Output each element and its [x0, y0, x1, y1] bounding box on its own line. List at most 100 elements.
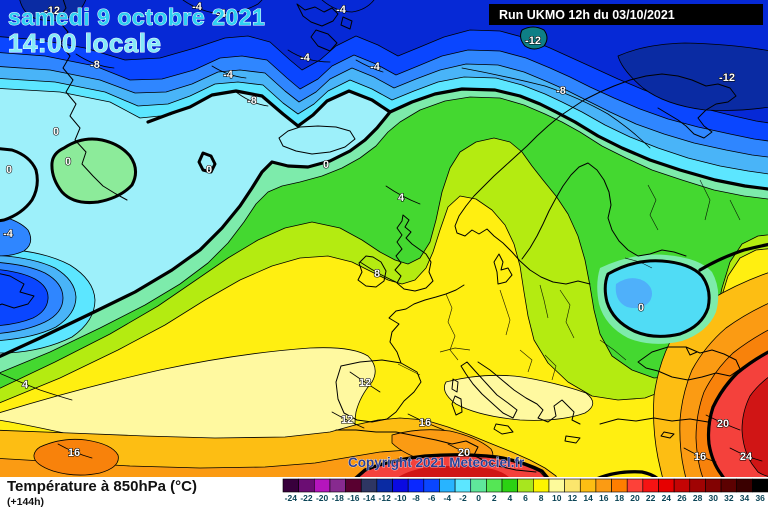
- scale-swatch-16: [596, 479, 612, 492]
- scale-swatch--6: [424, 479, 440, 492]
- isotherm-label-0: 0: [6, 164, 12, 176]
- isotherm-label--12: -12: [525, 35, 541, 47]
- scale-swatch--8: [408, 479, 424, 492]
- isotherm-label-12: 12: [341, 414, 353, 426]
- scale-value-0: 0: [476, 493, 481, 503]
- isotherm-label--8: -8: [247, 95, 257, 107]
- isotherm-label--4: -4: [370, 61, 381, 73]
- isotherm-label-24: 24: [740, 451, 753, 463]
- scale-value-18: 18: [615, 493, 625, 503]
- isotherm-label--4: -4: [336, 4, 347, 16]
- scale-swatch--2: [455, 479, 471, 492]
- isotherm-label-4: 4: [22, 379, 29, 391]
- isotherm-label--12: -12: [719, 72, 735, 84]
- scale-swatch--20: [314, 479, 330, 492]
- isotherm-label-20: 20: [717, 418, 729, 430]
- run-info-text: Run UKMO 12h du 03/10/2021: [499, 8, 675, 22]
- scale-value-28: 28: [693, 493, 703, 503]
- scale-swatch-22: [643, 479, 659, 492]
- scale-value-26: 26: [677, 493, 687, 503]
- isotherm-label-16: 16: [694, 451, 706, 463]
- date-text: samedi 9 octobre 2021: [8, 4, 265, 30]
- scale-swatch-20: [627, 479, 643, 492]
- scale-value-16: 16: [599, 493, 609, 503]
- scale-value-14: 14: [583, 493, 593, 503]
- scale-swatch-8: [533, 479, 549, 492]
- scale-value--16: -16: [347, 493, 360, 503]
- scale-swatch-36: [752, 479, 768, 492]
- isotherm-label--4: -4: [223, 69, 234, 81]
- scale-value--2: -2: [459, 493, 467, 503]
- scale-value--20: -20: [316, 493, 329, 503]
- scale-swatch--12: [377, 479, 393, 492]
- isotherm-label-0: 0: [323, 159, 329, 171]
- scale-swatch-26: [674, 479, 690, 492]
- scale-value-8: 8: [539, 493, 544, 503]
- scale-value--22: -22: [300, 493, 313, 503]
- scale-swatch--10: [393, 479, 409, 492]
- time-text: 14:00 locale: [8, 28, 161, 58]
- scale-value--24: -24: [285, 493, 298, 503]
- scale-value--14: -14: [363, 493, 376, 503]
- isotherm-label--8: -8: [90, 59, 100, 71]
- scale-value-32: 32: [724, 493, 734, 503]
- copyright-text: Copyright 2021 Meteociel.fr: [348, 455, 525, 470]
- legend-title: Température à 850hPa (°C): [7, 478, 197, 495]
- isotherm-label-0: 0: [53, 126, 59, 138]
- scale-value-12: 12: [568, 493, 578, 503]
- scale-swatch-12: [565, 479, 581, 492]
- scale-value-10: 10: [552, 493, 562, 503]
- isotherm-label-12: 12: [359, 377, 371, 389]
- scale-value--10: -10: [394, 493, 407, 503]
- scale-value-24: 24: [662, 493, 672, 503]
- scale-value-36: 36: [755, 493, 765, 503]
- forecast-hour: (+144h): [7, 496, 44, 508]
- scale-value-30: 30: [709, 493, 719, 503]
- isotherm-label-16: 16: [68, 447, 80, 459]
- isotherm-label--8: -8: [556, 85, 566, 97]
- isotherm-label--4: -4: [300, 52, 311, 64]
- isotherm-label-16: 16: [419, 417, 431, 429]
- scale-swatch-2: [486, 479, 502, 492]
- scale-value-2: 2: [492, 493, 497, 503]
- scale-swatch-10: [549, 479, 565, 492]
- scale-swatch-4: [502, 479, 518, 492]
- scale-swatch--14: [361, 479, 377, 492]
- scale-swatch--4: [439, 479, 455, 492]
- scale-value--4: -4: [443, 493, 451, 503]
- scale-swatch--24: [283, 479, 299, 492]
- isotherm-label-0: 0: [206, 164, 212, 176]
- isotherm-label--4: -4: [3, 228, 14, 240]
- scale-swatch-32: [721, 479, 737, 492]
- scale-swatch--16: [346, 479, 362, 492]
- run-info-box: Run UKMO 12h du 03/10/2021: [489, 4, 763, 25]
- scale-value--18: -18: [332, 493, 345, 503]
- scale-value-34: 34: [740, 493, 750, 503]
- scale-swatch-34: [737, 479, 753, 492]
- isotherm-label-0: 0: [638, 302, 644, 314]
- isotherm-label-0: 0: [65, 156, 71, 168]
- isotherm-label-8: 8: [374, 268, 380, 280]
- scale-value-22: 22: [646, 493, 656, 503]
- bottom-bar: Température à 850hPa (°C) (+144h) -24-22…: [0, 477, 768, 512]
- scale-swatch--22: [299, 479, 315, 492]
- scale-swatch-24: [658, 479, 674, 492]
- scale-value--12: -12: [379, 493, 392, 503]
- scale-swatch-18: [612, 479, 628, 492]
- scale-value-6: 6: [523, 493, 528, 503]
- isotherm-label-4: 4: [398, 192, 405, 204]
- scale-value--8: -8: [412, 493, 420, 503]
- scale-swatch-0: [471, 479, 487, 492]
- scale-swatch-28: [690, 479, 706, 492]
- scale-swatch--18: [330, 479, 346, 492]
- scale-swatch-30: [705, 479, 721, 492]
- scale-value-4: 4: [507, 493, 512, 503]
- scale-swatch-14: [580, 479, 596, 492]
- scale-value--6: -6: [428, 493, 436, 503]
- greenland-zero-blob: [52, 139, 136, 203]
- scale-swatch-6: [518, 479, 534, 492]
